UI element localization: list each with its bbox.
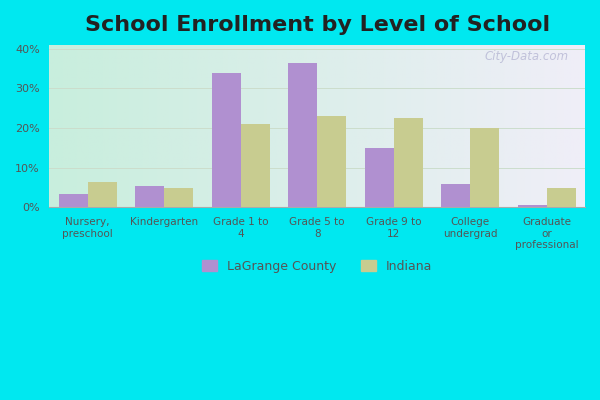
Bar <box>317 116 346 208</box>
Bar <box>394 118 423 208</box>
Bar <box>59 194 88 208</box>
Bar <box>135 186 164 208</box>
Text: City-Data.com: City-Data.com <box>485 50 569 63</box>
Bar <box>365 148 394 208</box>
Bar <box>288 63 317 208</box>
Bar <box>547 188 576 208</box>
Bar <box>518 206 547 208</box>
Bar <box>441 184 470 208</box>
Legend: LaGrange County, Indiana: LaGrange County, Indiana <box>196 254 439 279</box>
Bar <box>164 188 193 208</box>
Bar <box>88 182 117 208</box>
Title: School Enrollment by Level of School: School Enrollment by Level of School <box>85 15 550 35</box>
Bar <box>470 128 499 208</box>
Bar <box>212 73 241 208</box>
Bar <box>241 124 270 208</box>
